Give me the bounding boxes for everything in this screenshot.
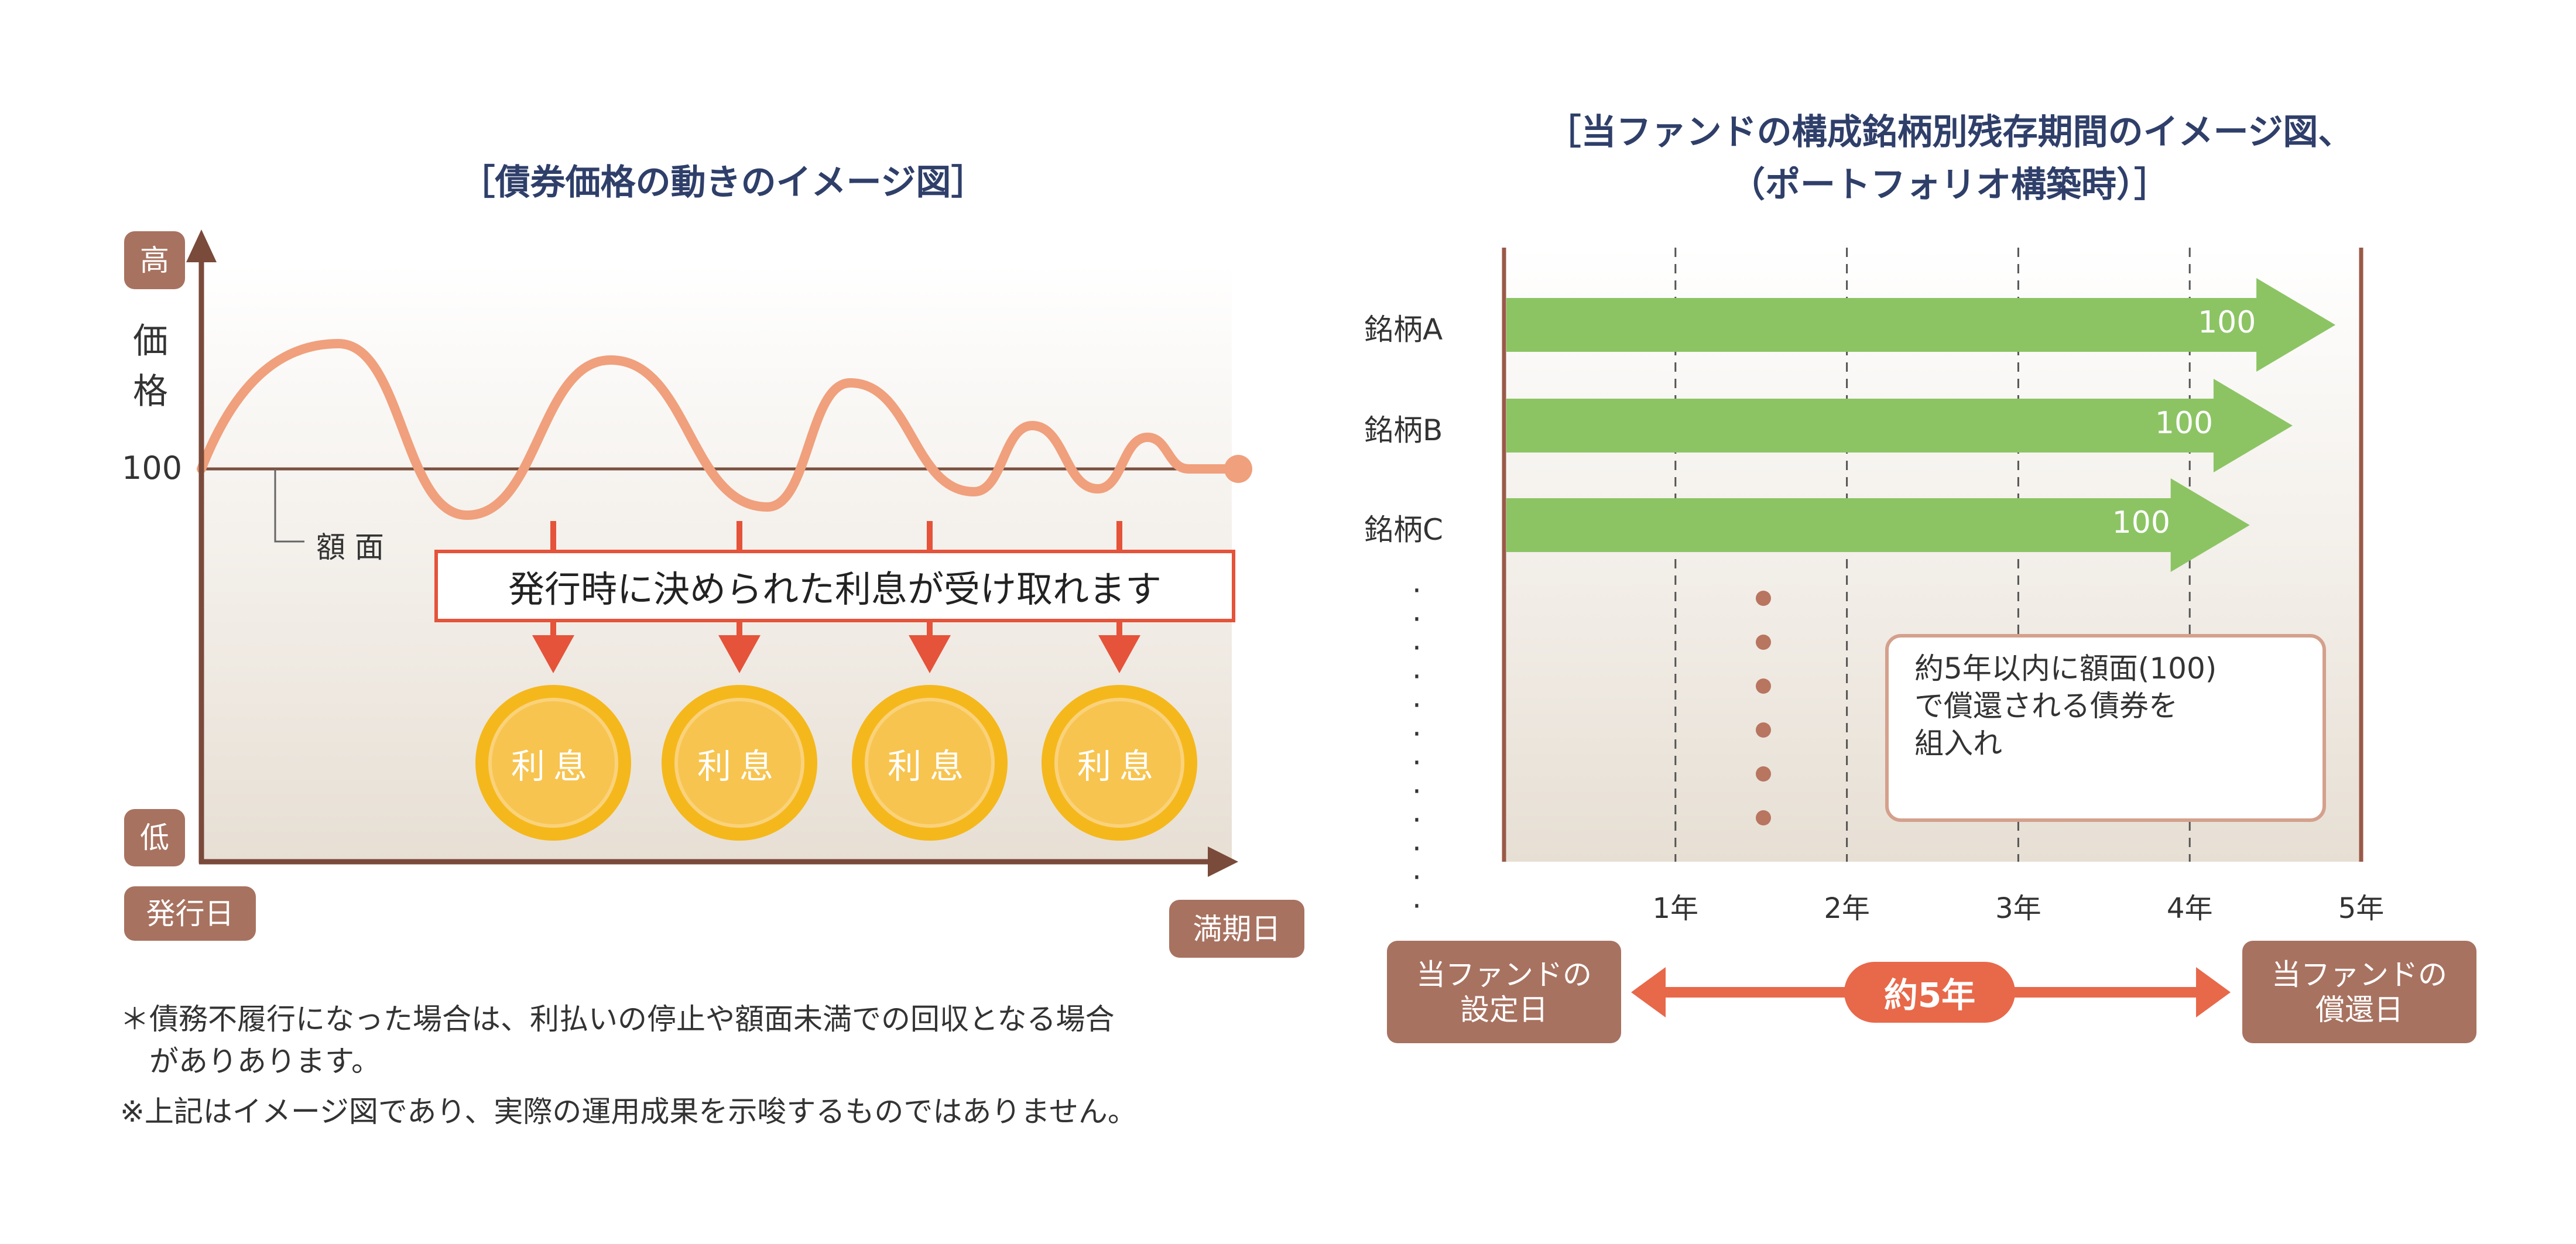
more-dot <box>1756 766 1771 782</box>
fund-end-badge: 当ファンドの 償還日 <box>2242 941 2476 1043</box>
span-left-arrow-icon <box>1631 967 1666 1017</box>
note-line: 約5年以内に額面(100) <box>1914 652 2217 686</box>
x-axis-arrow-icon <box>1208 847 1238 877</box>
maturity-point <box>1224 455 1252 483</box>
year-tick-label: 5年 <box>2338 892 2385 925</box>
year-tick-label: 4年 <box>2166 892 2213 925</box>
fund-start-badge: 当ファンドの 設定日 <box>1387 941 1621 1043</box>
holding-value: 100 <box>2198 305 2256 340</box>
year-tick-label: 3年 <box>1995 892 2041 925</box>
more-holdings-ellipsis: · · · · · · · · · · · · <box>1412 574 1421 923</box>
interest-arrow-icon <box>532 635 574 673</box>
maturity-date-badge: 満期日 <box>1169 900 1304 958</box>
note-text: 約5年以内に額面(100) で償還される債券を 組入れ <box>1914 650 2217 762</box>
y-axis-arrow-icon <box>186 229 217 262</box>
y-axis-label: 価格 <box>133 321 168 412</box>
interest-arrow-icon <box>1098 635 1140 673</box>
coin-inner <box>488 698 618 828</box>
coin-inner <box>674 698 804 828</box>
fund-end-line: 当ファンドの <box>2272 957 2447 992</box>
more-dot <box>1756 635 1771 650</box>
note-line: 組入れ <box>1914 726 2002 760</box>
holding-value: 100 <box>2154 406 2214 441</box>
span-label: 約5年 <box>1883 975 1976 1015</box>
interest-message-box: 発行時に決められた利息が受け取れます <box>434 550 1235 622</box>
holding-label: 銘柄B <box>1364 413 1443 447</box>
coin-label: 利息 <box>1077 746 1162 786</box>
par-label: 額 面 <box>316 530 384 564</box>
more-dot <box>1756 722 1771 738</box>
coin-inner <box>1054 698 1184 828</box>
interest-arrow-icon <box>718 635 761 673</box>
footnotes: ＊債務不履行になった場合は、利払いの停止や額面未満での回収となる場合 がありあり… <box>120 998 1137 1133</box>
year-tick-label: 2年 <box>1824 892 1870 925</box>
footnote: がありあります。 <box>120 1044 381 1078</box>
price-chart-title: ［債券価格の動きのイメージ図］ <box>460 162 986 203</box>
term-chart-title-line1: ［当ファンドの構成銘柄別残存期間のイメージ図、 <box>1546 112 2354 153</box>
y-high-badge: 高 <box>124 231 185 289</box>
fund-start-line: 当ファンドの <box>1416 957 1592 992</box>
more-dot <box>1756 810 1771 825</box>
year-tick-label: 1年 <box>1652 892 1699 925</box>
holding-label: 銘柄C <box>1364 513 1443 547</box>
holding-bar <box>1506 478 2250 572</box>
par-value-label: 100 <box>122 450 183 486</box>
coin-label: 利息 <box>697 746 782 786</box>
fund-end-line: 償還日 <box>2315 992 2403 1027</box>
holding-label: 銘柄A <box>1364 313 1443 347</box>
coin-label: 利息 <box>887 746 972 786</box>
holding-bar <box>1506 278 2336 372</box>
issue-date-badge: 発行日 <box>124 886 256 941</box>
y-low-badge: 低 <box>124 809 185 866</box>
note-box <box>1885 634 2326 822</box>
term-chart-title-line2: （ポートフォリオ構築時）］ <box>1730 165 2169 205</box>
more-dot <box>1756 678 1771 694</box>
fund-start-line: 設定日 <box>1460 992 1548 1027</box>
coin-inner <box>865 698 995 828</box>
footnote: ＊債務不履行になった場合は、利払いの停止や額面未満での回収となる場合 <box>120 1002 1115 1036</box>
par-leader-line <box>274 469 304 543</box>
holding-value: 100 <box>2112 505 2170 540</box>
span-pill <box>1844 962 2015 1023</box>
interest-arrow-icon <box>909 635 951 673</box>
price-wave-line <box>197 338 1243 520</box>
footnote: ※上記はイメージ図であり、実際の運用成果を示唆するものではありません。 <box>120 1095 1137 1129</box>
more-dot <box>1756 591 1771 606</box>
coin-label: 利息 <box>511 746 595 786</box>
note-line: で償還される債券を <box>1914 689 2178 723</box>
holding-bar <box>1506 379 2293 472</box>
span-right-arrow-icon <box>2196 967 2231 1017</box>
